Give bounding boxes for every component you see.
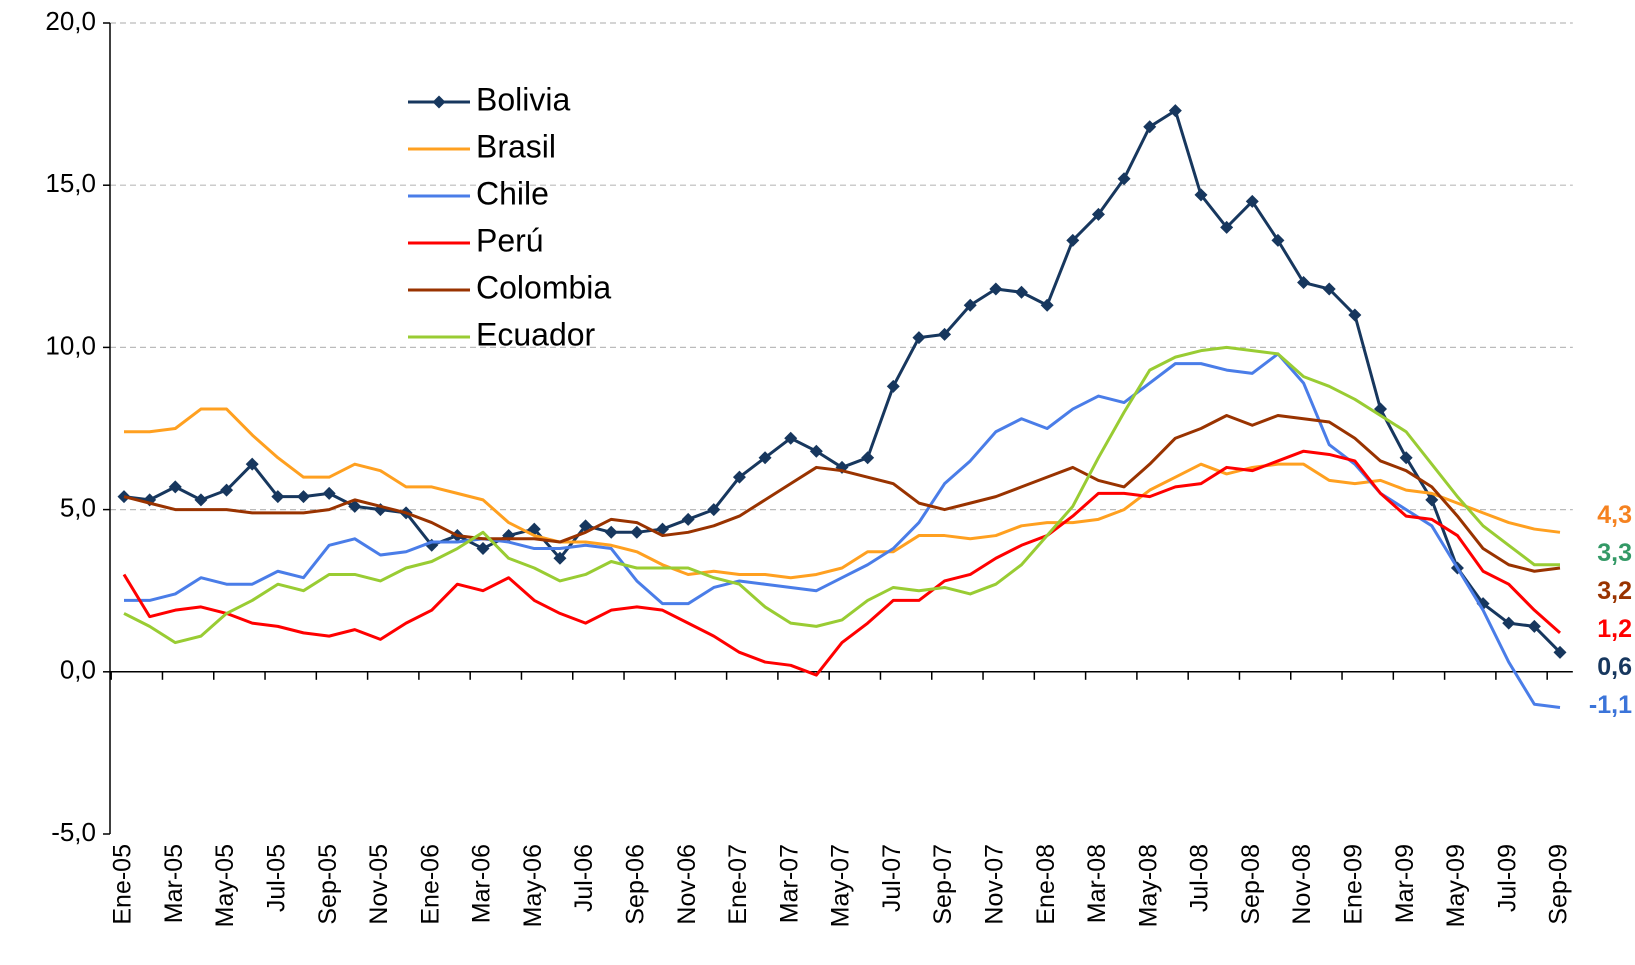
series-marker bbox=[1143, 120, 1157, 134]
series-line bbox=[124, 407, 1561, 580]
x-tick-label: Jul-06 bbox=[570, 844, 598, 912]
series-marker bbox=[1425, 493, 1439, 507]
series-marker bbox=[1527, 619, 1541, 633]
series-marker bbox=[297, 490, 310, 504]
series-marker bbox=[1348, 308, 1362, 322]
series-marker bbox=[630, 525, 644, 539]
series-marker bbox=[1322, 282, 1336, 296]
series-marker bbox=[476, 542, 490, 556]
series-marker bbox=[348, 499, 362, 513]
x-tick-label: Ene-05 bbox=[109, 844, 137, 925]
x-tick-label: Nov-07 bbox=[980, 844, 1008, 925]
data-label: 3,2 bbox=[1597, 577, 1632, 605]
x-tick-label: Sep-06 bbox=[621, 844, 649, 925]
x-tick-label: Sep-07 bbox=[929, 844, 957, 925]
series-marker bbox=[245, 457, 259, 471]
series-marker bbox=[1220, 220, 1234, 234]
x-tick-label: Nov-06 bbox=[673, 844, 701, 925]
x-tick-label: May-09 bbox=[1442, 844, 1470, 927]
data-label: 1,2 bbox=[1597, 615, 1632, 643]
series-marker bbox=[1091, 207, 1105, 221]
legend-label: Bolivia bbox=[476, 81, 570, 117]
series-marker bbox=[1553, 645, 1567, 659]
x-tick-label: Jul-05 bbox=[262, 844, 290, 912]
series-marker bbox=[1502, 616, 1516, 630]
legend-label: Colombia bbox=[476, 269, 611, 305]
series-marker bbox=[1399, 451, 1413, 465]
series-line bbox=[123, 109, 1562, 654]
series-marker bbox=[1066, 233, 1080, 247]
series-marker bbox=[1194, 188, 1208, 202]
series-marker bbox=[1117, 172, 1131, 186]
x-tick-label: Jul-07 bbox=[878, 844, 906, 912]
series-marker bbox=[1297, 276, 1311, 290]
x-tick-label: Sep-08 bbox=[1237, 844, 1265, 925]
series-marker bbox=[989, 282, 1003, 296]
y-tick-label: 5,0 bbox=[60, 492, 96, 522]
y-tick-label: -5,0 bbox=[51, 817, 96, 847]
x-tick-label: Mar-09 bbox=[1391, 844, 1419, 923]
series-marker bbox=[1168, 104, 1182, 118]
series-marker bbox=[194, 493, 208, 507]
series-marker bbox=[732, 470, 746, 484]
series-marker bbox=[322, 486, 336, 500]
data-label: 0,6 bbox=[1597, 653, 1632, 681]
legend-label: Brasil bbox=[476, 128, 556, 164]
x-tick-label: Ene-06 bbox=[416, 844, 444, 925]
series-marker bbox=[1271, 233, 1285, 247]
series-marker bbox=[861, 451, 875, 465]
x-tick-label: Jul-08 bbox=[1186, 844, 1214, 912]
x-tick-label: Sep-05 bbox=[314, 844, 342, 925]
series-marker bbox=[1015, 285, 1028, 299]
y-tick-label: 10,0 bbox=[45, 330, 96, 360]
x-tick-label: Ene-09 bbox=[1339, 844, 1367, 925]
series-marker bbox=[886, 379, 900, 393]
x-tick-label: Mar-07 bbox=[775, 844, 803, 923]
x-tick-label: Nov-05 bbox=[365, 844, 393, 925]
series-line bbox=[123, 345, 1560, 645]
data-label: -1,1 bbox=[1589, 691, 1632, 719]
series-marker bbox=[1245, 194, 1259, 208]
x-tick-label: Nov-08 bbox=[1288, 844, 1316, 925]
series-marker bbox=[1040, 298, 1054, 312]
x-tick-label: Ene-08 bbox=[1032, 844, 1060, 925]
series-line bbox=[124, 352, 1561, 709]
legend-marker bbox=[432, 95, 446, 109]
series-line bbox=[123, 414, 1561, 573]
y-tick-label: 0,0 bbox=[60, 655, 96, 685]
series-marker bbox=[912, 331, 926, 345]
series-marker bbox=[271, 490, 285, 504]
x-tick-label: May-06 bbox=[519, 844, 547, 927]
series-line bbox=[122, 449, 1561, 677]
data-label: 4,3 bbox=[1597, 501, 1632, 529]
series-marker bbox=[707, 503, 721, 517]
series-marker bbox=[168, 480, 182, 494]
x-tick-label: May-05 bbox=[211, 844, 239, 927]
series-marker bbox=[553, 551, 567, 565]
series-marker bbox=[758, 451, 772, 465]
x-tick-label: Mar-06 bbox=[468, 844, 496, 923]
x-tick-label: May-08 bbox=[1134, 844, 1162, 927]
series-marker bbox=[681, 512, 695, 526]
series-marker bbox=[784, 431, 798, 445]
x-tick-label: May-07 bbox=[827, 844, 855, 927]
series-marker bbox=[938, 327, 952, 341]
x-tick-label: Mar-08 bbox=[1083, 844, 1111, 923]
series-marker bbox=[809, 444, 823, 458]
series-marker bbox=[963, 298, 977, 312]
legend-label: Ecuador bbox=[476, 316, 596, 352]
x-tick-label: Sep-09 bbox=[1545, 844, 1573, 925]
x-tick-label: Jul-09 bbox=[1493, 844, 1521, 912]
y-tick-label: 15,0 bbox=[45, 168, 96, 198]
x-tick-label: Mar-05 bbox=[160, 844, 188, 923]
data-label: 3,3 bbox=[1597, 539, 1632, 567]
x-tick-label: Ene-07 bbox=[724, 844, 752, 925]
y-tick-label: 20,0 bbox=[45, 6, 96, 36]
series-marker bbox=[604, 525, 618, 539]
series-marker bbox=[220, 483, 234, 497]
legend-label: Chile bbox=[476, 175, 549, 211]
legend-label: Perú bbox=[476, 222, 544, 258]
